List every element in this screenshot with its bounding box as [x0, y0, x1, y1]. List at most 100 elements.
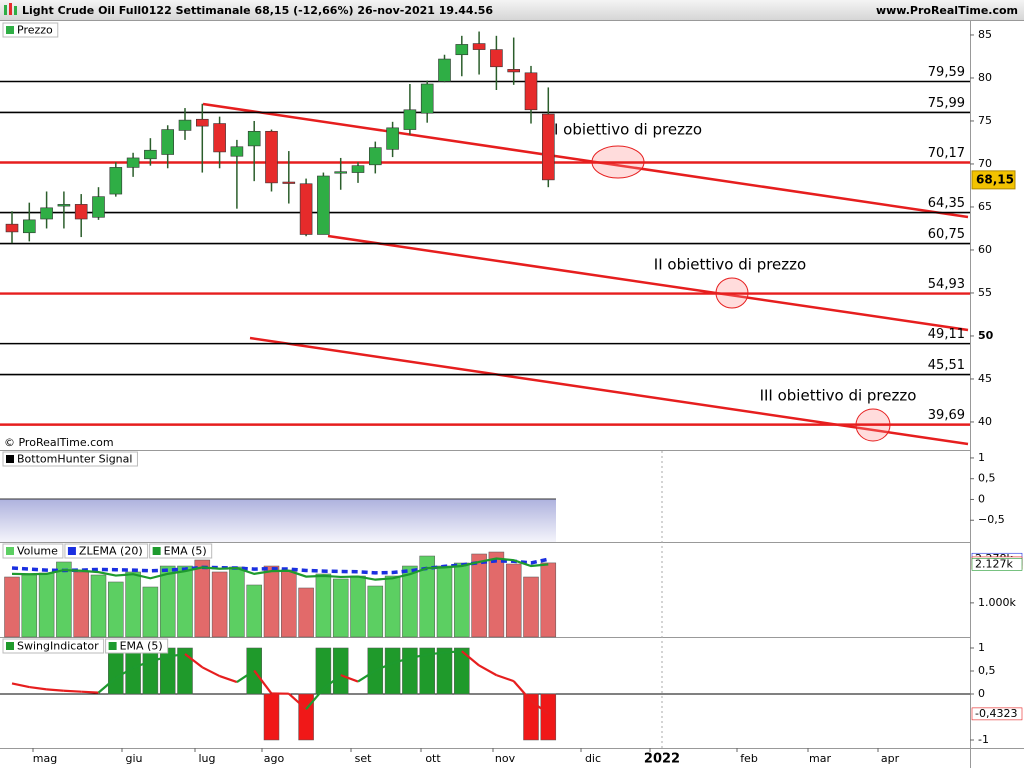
candle-body [490, 49, 503, 68]
header-bar [0, 0, 1024, 20]
y-tick-label: 55 [978, 286, 992, 299]
app-icon [4, 3, 17, 15]
candle-body [196, 118, 209, 127]
candle-body [472, 43, 486, 50]
legend-swatch [6, 455, 14, 463]
legend-swatch [6, 642, 14, 650]
value-tag-label: -0,4323 [975, 707, 1017, 720]
bar [419, 647, 435, 695]
bar [142, 647, 159, 695]
indicator-segment [322, 674, 342, 690]
y-tick-label: 0,5 [978, 664, 996, 677]
price-level-label: 70,17 [928, 146, 965, 161]
legend-label: ZLEMA (20) [79, 545, 143, 558]
value-tag [971, 707, 1023, 721]
legend-swatch [152, 547, 161, 555]
bar [505, 563, 522, 638]
candle-body [74, 204, 88, 220]
candle-body [368, 147, 382, 166]
indicator-segment [236, 669, 255, 683]
indicator-segment [288, 692, 307, 710]
indicator-segment [97, 677, 117, 694]
x-tick-label: mag [33, 752, 57, 765]
legend-label: Volume [17, 545, 58, 558]
y-tick-label: 50 [978, 329, 994, 342]
legend-swatch [108, 642, 117, 650]
indicator-line [11, 557, 549, 581]
bar [125, 571, 141, 638]
bar [4, 576, 20, 638]
candle-body [438, 58, 451, 82]
indicator-segment [115, 666, 134, 679]
bar [211, 571, 228, 638]
annotation: I obiettivo di prezzo [554, 121, 702, 139]
x-tick-label: giu [125, 752, 142, 765]
bar [194, 559, 211, 638]
bar [73, 571, 89, 638]
candle-body [57, 204, 71, 207]
indicator-segment [478, 664, 497, 677]
candle-body [126, 157, 140, 168]
indicator-segment [340, 674, 359, 683]
candle-body [22, 219, 36, 234]
indicator-segment [427, 651, 445, 656]
last-price-tag [971, 170, 1016, 190]
legend-box [2, 22, 59, 38]
indicator-segment [512, 680, 532, 702]
legend-label: SwingIndicator [17, 640, 99, 653]
y-tick-label: 70 [978, 157, 992, 170]
candle-body [213, 123, 226, 153]
bar [142, 586, 159, 638]
indicator-segment [46, 688, 64, 692]
candle-body [507, 69, 521, 73]
price-level-label: 49,11 [928, 327, 965, 342]
candle-body [144, 149, 157, 160]
y-tick-label: 60 [978, 243, 992, 256]
bar [229, 566, 245, 638]
x-tick-label: set [355, 752, 372, 765]
y-tick-label: 0 [978, 492, 985, 505]
candle-body [351, 165, 365, 173]
candle-body [265, 130, 278, 184]
y-tick-label: 0 [978, 687, 985, 700]
bar [488, 551, 505, 638]
bar [384, 575, 401, 638]
legend-label: BottomHunter Signal [17, 453, 132, 466]
bar [298, 693, 314, 741]
y-tick-label: -1 [978, 733, 989, 746]
candle-body [230, 146, 244, 157]
candle-body [386, 127, 399, 150]
price-level-label: 54,93 [928, 277, 965, 292]
legend-box [2, 638, 105, 654]
header-site[interactable]: www.ProRealTime.com [876, 4, 1018, 17]
bar [454, 647, 470, 695]
x-tick-label: lug [198, 752, 215, 765]
indicator-segment [219, 675, 238, 684]
copyright: © ProRealTime.com [4, 436, 114, 449]
indicator-segment [253, 669, 273, 695]
bar [402, 647, 418, 695]
bar [177, 647, 193, 695]
y-tick-label: 0,5 [978, 472, 996, 485]
price-level-label: 79,59 [928, 65, 965, 80]
header-title: Light Crude Oil Full0122 Settimanale 68,… [22, 4, 493, 17]
bar [384, 647, 401, 695]
candle-body [420, 83, 434, 114]
y-tick-label: 1 [978, 641, 985, 654]
legend-label: EMA (5) [120, 640, 163, 653]
x-tick-label: feb [740, 752, 758, 765]
x-tick-label: ago [264, 752, 285, 765]
candle-body [92, 196, 105, 218]
bar [419, 555, 435, 638]
x-tick-label: apr [881, 752, 900, 765]
bar [21, 574, 38, 638]
legend-box [64, 543, 149, 559]
bar [332, 578, 349, 638]
bar [90, 574, 107, 638]
bar [159, 565, 176, 638]
candle-body [247, 130, 261, 147]
bar [263, 693, 280, 741]
indicator-segment [201, 666, 221, 678]
indicator-segment [11, 682, 30, 689]
